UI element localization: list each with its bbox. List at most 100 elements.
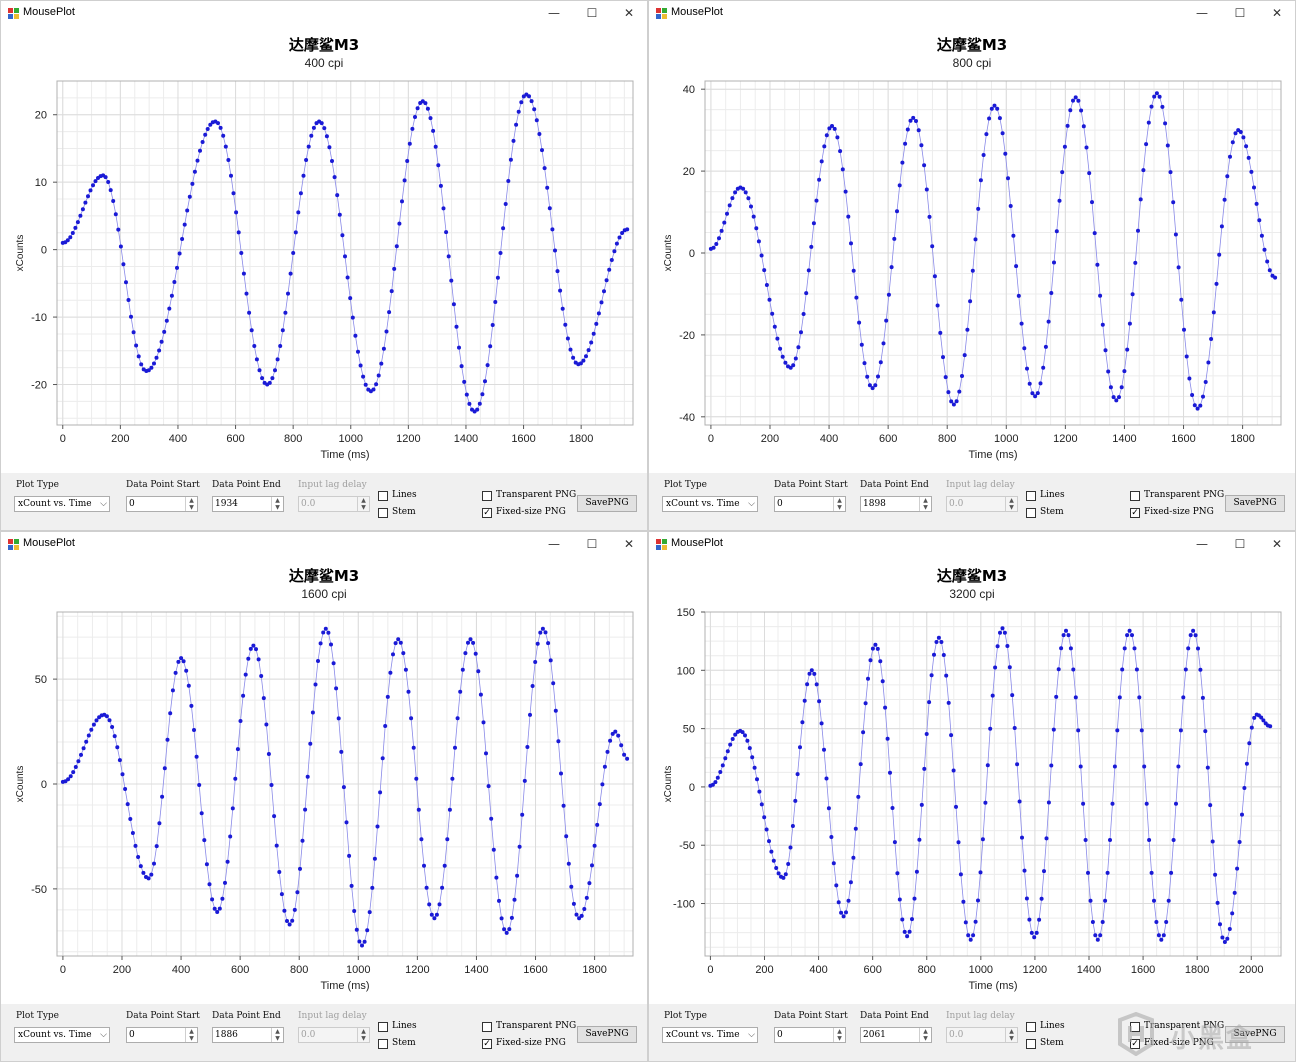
save-png-button[interactable]: SavePNG — [1225, 1026, 1285, 1043]
data-point — [1122, 369, 1127, 374]
data-point — [723, 756, 728, 761]
data-point — [1130, 633, 1134, 638]
spin-arrows-icon[interactable]: ▲ ▼ — [833, 1028, 845, 1042]
y-axis-label: xCounts — [15, 766, 26, 803]
lines-checkbox[interactable] — [1026, 491, 1036, 501]
maximize-icon[interactable]: ☐ — [1234, 6, 1246, 20]
save-png-button[interactable]: SavePNG — [577, 495, 637, 512]
close-icon[interactable]: ✕ — [623, 537, 635, 551]
transparent-checkbox[interactable] — [1130, 491, 1140, 501]
data-point — [136, 354, 141, 359]
stem-checkbox[interactable] — [1026, 508, 1036, 518]
fixed-checkbox[interactable]: ✓ — [1130, 1039, 1140, 1049]
data-point — [922, 766, 927, 771]
end-spinbox[interactable]: 1898 ▲ ▼ — [860, 496, 932, 512]
spin-arrows-icon[interactable]: ▲ ▼ — [833, 497, 845, 511]
plot-type-label: Plot Type — [16, 480, 60, 490]
minimize-icon[interactable]: — — [1196, 6, 1208, 20]
data-point — [819, 721, 824, 726]
minimize-icon[interactable]: — — [1196, 537, 1208, 551]
data-point — [594, 321, 599, 326]
plot-type-select[interactable]: xCount vs. Time ⌵ — [14, 1027, 110, 1043]
lines-checkbox[interactable] — [1026, 1022, 1036, 1032]
plot-type-select[interactable]: xCount vs. Time ⌵ — [14, 496, 110, 512]
data-point — [905, 934, 910, 939]
data-point — [581, 358, 586, 363]
spin-arrows-icon[interactable]: ▲ ▼ — [271, 497, 283, 511]
x-tick-label: 800 — [918, 964, 936, 976]
fixed-checkbox[interactable]: ✓ — [1130, 508, 1140, 518]
data-point — [357, 939, 362, 944]
title-bar[interactable]: MousePlot — ☐ ✕ — [1, 1, 647, 27]
data-point — [866, 676, 870, 681]
data-point — [1144, 142, 1149, 147]
data-point — [288, 271, 293, 276]
plot-type-select[interactable]: xCount vs. Time ⌵ — [662, 1027, 758, 1043]
spin-arrows-icon[interactable]: ▲ ▼ — [271, 1028, 283, 1042]
mouseplot-window[interactable]: MousePlot — ☐ ✕ 达摩鲨M3 3200 cpi 0 200 400 600 800 10… — [648, 531, 1296, 1062]
data-point — [989, 106, 994, 111]
maximize-icon[interactable]: ☐ — [586, 537, 598, 551]
data-point — [788, 365, 793, 370]
data-point — [424, 885, 429, 890]
stem-checkbox[interactable] — [1026, 1039, 1036, 1049]
data-point — [949, 399, 954, 404]
start-spinbox[interactable]: 0 ▲ ▼ — [774, 1027, 846, 1043]
spin-arrows-icon[interactable]: ▲ ▼ — [919, 1028, 931, 1042]
maximize-icon[interactable]: ☐ — [586, 6, 598, 20]
data-point — [152, 361, 156, 366]
title-bar[interactable]: MousePlot — ☐ ✕ — [649, 1, 1295, 27]
start-spinbox[interactable]: 0 ▲ ▼ — [774, 496, 846, 512]
spin-arrows-icon[interactable]: ▲ ▼ — [185, 1028, 197, 1042]
x-tick-label: 400 — [172, 964, 190, 976]
data-point — [907, 929, 912, 934]
minimize-icon[interactable]: — — [548, 6, 560, 20]
save-png-button[interactable]: SavePNG — [1225, 495, 1285, 512]
stem-checkbox[interactable] — [378, 1039, 388, 1049]
data-point — [1156, 933, 1161, 938]
maximize-icon[interactable]: ☐ — [1234, 537, 1246, 551]
data-point — [525, 745, 530, 749]
mouseplot-window[interactable]: MousePlot — ☐ ✕ 达摩鲨M3 1600 cpi 0 200 400 600 800 10… — [0, 531, 648, 1062]
data-point — [710, 782, 715, 787]
start-value: 0 — [129, 499, 135, 509]
data-point — [230, 806, 235, 811]
title-bar[interactable]: MousePlot — ☐ ✕ — [649, 532, 1295, 558]
plot-type-select[interactable]: xCount vs. Time ⌵ — [662, 496, 758, 512]
lines-checkbox[interactable] — [378, 491, 388, 501]
start-spinbox[interactable]: 0 ▲ ▼ — [126, 496, 198, 512]
end-spinbox[interactable]: 2061 ▲ ▼ — [860, 1027, 932, 1043]
data-point — [1154, 920, 1159, 924]
data-point — [830, 124, 834, 128]
end-spinbox[interactable]: 1886 ▲ ▼ — [212, 1027, 284, 1043]
close-icon[interactable]: ✕ — [623, 6, 635, 20]
data-point — [298, 866, 302, 871]
save-png-button[interactable]: SavePNG — [577, 1026, 637, 1043]
mouseplot-window[interactable]: MousePlot — ☐ ✕ 达摩鲨M3 800 cpi 0 200 400 600 800 100… — [648, 0, 1296, 531]
data-point — [407, 141, 412, 146]
title-bar[interactable]: MousePlot — ☐ ✕ — [1, 532, 647, 558]
data-point — [134, 343, 139, 348]
data-point — [914, 119, 918, 123]
close-icon[interactable]: ✕ — [1271, 537, 1283, 551]
y-tick-label: -20 — [31, 380, 47, 392]
fixed-checkbox[interactable]: ✓ — [482, 1039, 492, 1049]
spin-arrows-icon[interactable]: ▲ ▼ — [185, 497, 197, 511]
mouseplot-window[interactable]: MousePlot — ☐ ✕ 达摩鲨M3 400 cpi 0 200 400 600 800 100… — [0, 0, 648, 531]
fixed-checkbox[interactable]: ✓ — [482, 508, 492, 518]
lines-checkbox[interactable] — [378, 1022, 388, 1032]
start-spinbox[interactable]: 0 ▲ ▼ — [126, 1027, 198, 1043]
spin-arrows-icon[interactable]: ▲ ▼ — [919, 497, 931, 511]
close-icon[interactable]: ✕ — [1271, 6, 1283, 20]
end-spinbox[interactable]: 1934 ▲ ▼ — [212, 496, 284, 512]
minimize-icon[interactable]: — — [548, 537, 560, 551]
data-point — [522, 778, 527, 783]
data-point — [367, 910, 372, 915]
transparent-checkbox[interactable] — [482, 1022, 492, 1032]
data-point — [511, 138, 516, 143]
data-point — [849, 241, 853, 246]
stem-checkbox[interactable] — [378, 508, 388, 518]
transparent-checkbox[interactable] — [482, 491, 492, 501]
data-point — [200, 140, 205, 144]
data-point — [895, 209, 899, 214]
